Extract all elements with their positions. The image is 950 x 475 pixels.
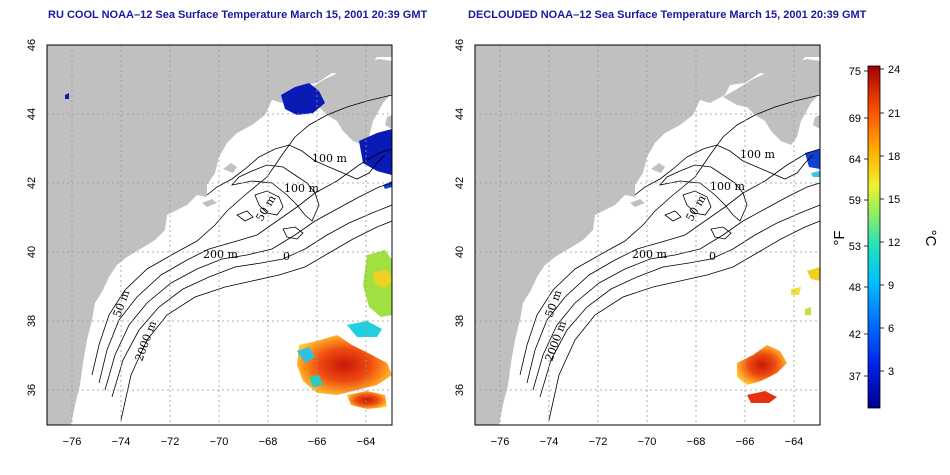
celsius-tick: 9 (888, 280, 894, 292)
contour-label: 0 (283, 250, 290, 263)
right-y-tick: 46 (454, 39, 466, 51)
left-sst-map (46, 44, 393, 426)
fahrenheit-tick: 69 (849, 113, 861, 125)
fahrenheit-tick: 75 (849, 66, 861, 78)
right-y-tick: 40 (454, 246, 466, 258)
left-map-frame (46, 44, 393, 426)
right-x-tick: −64 (785, 436, 804, 448)
right-x-tick: −76 (491, 436, 510, 448)
contour-label: 0 (709, 250, 716, 263)
left-y-axis: 46 44 42 40 38 36 (26, 39, 38, 396)
right-x-tick: −68 (687, 436, 706, 448)
left-x-axis: −76 −74 −72 −70 −68 −66 −64 (63, 436, 376, 448)
right-x-tick: −74 (540, 436, 559, 448)
left-x-tick: −66 (308, 436, 327, 448)
fahrenheit-tick: 64 (849, 154, 861, 166)
left-x-tick: −64 (357, 436, 376, 448)
left-x-tick: −76 (63, 436, 82, 448)
right-y-axis: 46 44 42 40 38 36 (454, 39, 466, 396)
cold-patch-gulf-st-lawrence (281, 83, 325, 115)
right-y-tick: 44 (454, 108, 466, 120)
celsius-tick: 18 (888, 151, 900, 163)
right-y-tick: 42 (454, 177, 466, 189)
left-x-tick: −74 (112, 436, 131, 448)
right-y-tick: 38 (454, 315, 466, 327)
left-y-tick: 46 (26, 39, 38, 51)
fahrenheit-tick: 53 (849, 241, 861, 253)
right-x-axis: −76 −74 −72 −70 −68 −66 −64 (491, 436, 804, 448)
left-y-tick: 38 (26, 315, 38, 327)
contour-label: 200 m (632, 248, 667, 261)
left-y-tick: 40 (26, 246, 38, 258)
right-sst-map (474, 44, 821, 426)
left-y-tick: 36 (26, 384, 38, 396)
cold-patch-scotian-shelf (359, 129, 392, 175)
fahrenheit-unit-label: °F (831, 230, 848, 245)
fahrenheit-tick: 42 (849, 329, 861, 341)
right-x-tick: −70 (638, 436, 657, 448)
fahrenheit-tick: 48 (849, 282, 861, 294)
right-y-tick: 36 (454, 384, 466, 396)
colorbar: 75 69 64 59 53 48 42 37 24 21 18 15 12 9… (831, 64, 939, 409)
fahrenheit-tick: 37 (849, 371, 861, 383)
right-x-tick: −66 (736, 436, 755, 448)
contour-label: 100 m (284, 182, 319, 195)
celsius-tick: 21 (888, 108, 900, 120)
left-map-title: RU COOL NOAA–12 Sea Surface Temperature … (48, 9, 428, 21)
right-x-tick: −72 (589, 436, 608, 448)
contour-label: 100 m (740, 148, 775, 161)
contour-label: 100 m (710, 180, 745, 193)
celsius-tick: 15 (888, 194, 900, 206)
celsius-tick: 6 (888, 323, 894, 335)
left-x-tick: −72 (161, 436, 180, 448)
colorbar-gradient (867, 65, 881, 409)
celsius-tick: 24 (888, 64, 900, 76)
right-map-title: DECLOUDED NOAA–12 Sea Surface Temperatur… (468, 9, 867, 21)
contour-label: 200 m (203, 248, 238, 261)
warm-patch-declouded (737, 345, 787, 385)
celsius-unit-label: °C (922, 230, 939, 247)
left-x-tick: −68 (259, 436, 278, 448)
left-y-tick: 42 (26, 177, 38, 189)
fahrenheit-tick: 59 (849, 195, 861, 207)
contour-label: 100 m (312, 152, 347, 165)
right-map-frame (474, 44, 821, 426)
left-x-tick: −70 (210, 436, 229, 448)
celsius-tick: 12 (888, 237, 900, 249)
left-y-tick: 44 (26, 108, 38, 120)
celsius-tick: 3 (888, 366, 894, 378)
